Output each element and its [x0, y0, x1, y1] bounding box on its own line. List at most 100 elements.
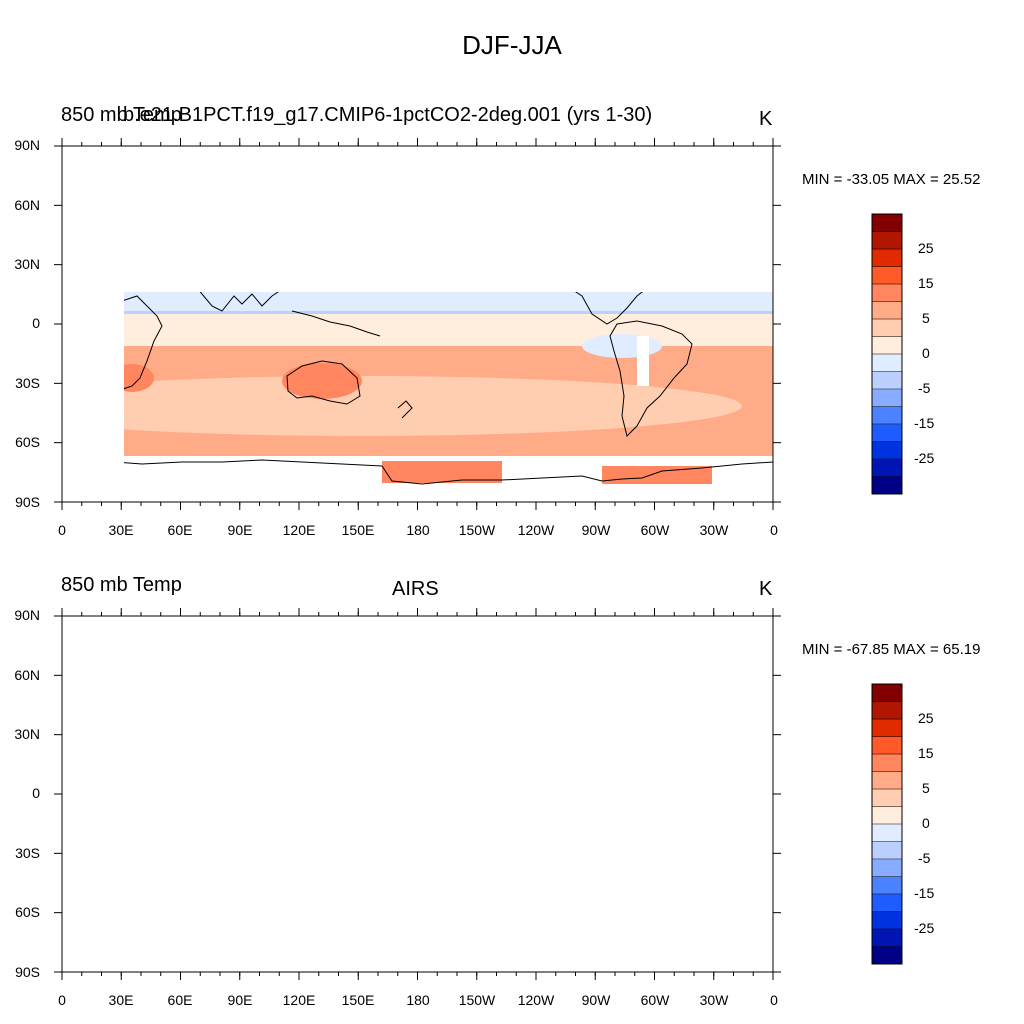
colorbar-swatch: [872, 231, 902, 250]
colorbar-swatch: [872, 911, 902, 930]
lon-label: 0: [58, 522, 66, 538]
lon-label: 60W: [640, 522, 670, 538]
lat-label: 60N: [14, 667, 40, 683]
lat-label: 90N: [14, 137, 40, 153]
lon-label: 90W: [581, 522, 611, 538]
colorbar-swatch: [872, 389, 902, 407]
lat-label: 30N: [14, 256, 40, 272]
panel-units: K: [759, 578, 773, 600]
lon-label: 180: [406, 992, 430, 1008]
colorbar-swatch: [872, 946, 902, 965]
colorbar-label: -25: [914, 920, 935, 936]
lat-label: 90S: [15, 494, 40, 510]
lat-label: 30S: [15, 845, 40, 861]
colorbar-label: -5: [918, 850, 931, 866]
colorbar-label: -15: [914, 415, 935, 431]
panel-center-title: b.e21.B1PCT.f19_g17.CMIP6-1pctCO2-2deg.0…: [123, 104, 653, 126]
lat-label: 60N: [14, 197, 40, 213]
colorbar-swatch: [872, 336, 902, 355]
lon-label: 30W: [699, 522, 729, 538]
colorbar-swatch: [872, 859, 902, 877]
colorbar-label: 25: [918, 240, 934, 256]
lon-label: 60W: [640, 992, 670, 1008]
colorbar-swatch: [872, 684, 902, 702]
lon-label: 150W: [458, 992, 496, 1008]
colorbar-swatch: [872, 249, 902, 267]
colorbar-label: 25: [918, 710, 934, 726]
panel-left-title: 850 mb Temp: [61, 574, 182, 596]
colorbar-swatch: [872, 789, 902, 807]
colorbar-label: -5: [918, 380, 931, 396]
contour-map-model: [61, 145, 774, 503]
colorbar-swatch: [872, 719, 902, 737]
lon-label: 0: [58, 992, 66, 1008]
lon-label: 60E: [167, 522, 193, 538]
lon-label: 0: [770, 992, 778, 1008]
lon-label: 120W: [517, 992, 555, 1008]
colorbar-swatch: [872, 406, 902, 425]
colorbar-swatch: [872, 824, 902, 842]
colorbar-label: 5: [922, 310, 930, 326]
lon-label: 150E: [341, 522, 375, 538]
colorbar-label: 15: [918, 275, 934, 291]
lon-label: 30W: [699, 992, 729, 1008]
colorbar-swatch: [872, 894, 902, 912]
lon-label: 150W: [458, 522, 496, 538]
figure-title: DJF-JJA: [462, 30, 562, 60]
colorbar-swatch: [872, 754, 902, 772]
lon-label: 120W: [517, 522, 555, 538]
colorbar-swatch: [872, 319, 902, 337]
colorbar-swatch: [872, 736, 902, 755]
lon-label: 30E: [108, 992, 134, 1008]
colorbar-swatch: [872, 771, 902, 790]
lat-label: 0: [32, 315, 40, 331]
colorbar-swatch: [872, 841, 902, 860]
lat-label: 30N: [14, 726, 40, 742]
lon-label: 0: [770, 522, 778, 538]
colorbar-swatch: [872, 701, 902, 720]
colorbar-label: -25: [914, 450, 935, 466]
lat-label: 60S: [15, 434, 40, 450]
colorbar-swatch: [872, 371, 902, 390]
lon-label: 90W: [581, 992, 611, 1008]
colorbar-swatch: [872, 266, 902, 285]
lon-label: 90E: [227, 522, 253, 538]
min-max-label: MIN = -67.85 MAX = 65.19: [802, 641, 981, 658]
min-max-label: MIN = -33.05 MAX = 25.52: [802, 171, 981, 188]
colorbar-swatch: [872, 806, 902, 825]
colorbar-swatch: [872, 929, 902, 947]
colorbar-label: -15: [914, 885, 935, 901]
colorbars: [871, 213, 903, 965]
lon-label: 60E: [167, 992, 193, 1008]
panel-units: K: [759, 108, 773, 130]
lat-label: 0: [32, 785, 40, 801]
colorbar-swatch: [872, 301, 902, 320]
lat-label: 60S: [15, 904, 40, 920]
lon-label: 30E: [108, 522, 134, 538]
colorbar-label: 0: [922, 815, 930, 831]
colorbar-swatch: [872, 476, 902, 495]
lat-label: 30S: [15, 375, 40, 391]
panel-center-title: AIRS: [392, 578, 439, 600]
colorbar-swatch: [872, 354, 902, 372]
contour-map-airs: [61, 615, 774, 973]
colorbar-swatch: [872, 214, 902, 232]
lon-label: 180: [406, 522, 430, 538]
lon-label: 120E: [282, 992, 316, 1008]
lon-label: 90E: [227, 992, 253, 1008]
axis-ticks: [54, 138, 781, 980]
lat-label: 90N: [14, 607, 40, 623]
lon-label: 120E: [282, 522, 316, 538]
colorbar-label: 15: [918, 745, 934, 761]
lon-label: 150E: [341, 992, 375, 1008]
colorbar-swatch: [872, 284, 902, 302]
colorbar-label: 0: [922, 345, 930, 361]
panel-left-title: 850 mb Temp: [61, 104, 182, 126]
colorbar-swatch: [872, 876, 902, 895]
colorbar-swatch: [872, 459, 902, 477]
colorbar-label: 5: [922, 780, 930, 796]
lat-label: 90S: [15, 964, 40, 980]
colorbar-swatch: [872, 424, 902, 442]
colorbar-swatch: [872, 441, 902, 460]
